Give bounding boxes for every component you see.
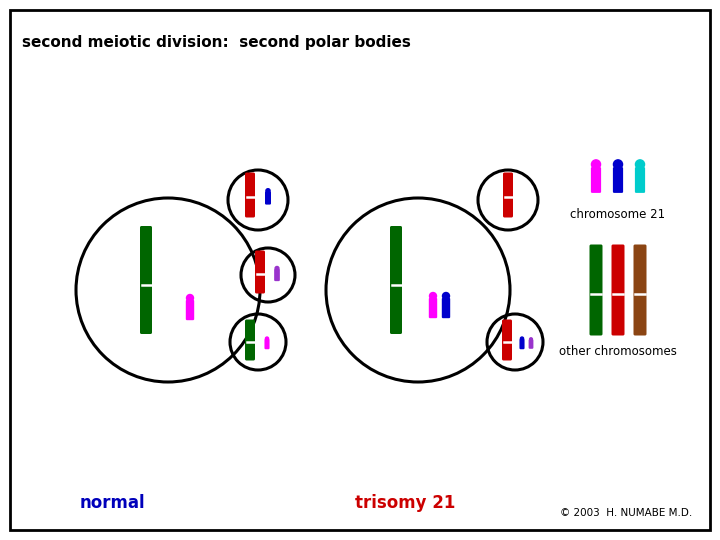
FancyBboxPatch shape bbox=[590, 245, 603, 335]
Circle shape bbox=[186, 294, 194, 301]
FancyBboxPatch shape bbox=[245, 172, 255, 218]
FancyBboxPatch shape bbox=[255, 251, 265, 294]
FancyBboxPatch shape bbox=[591, 167, 601, 193]
FancyBboxPatch shape bbox=[245, 320, 255, 361]
Text: chromosome 21: chromosome 21 bbox=[570, 208, 665, 221]
FancyBboxPatch shape bbox=[390, 226, 402, 334]
FancyBboxPatch shape bbox=[442, 298, 450, 318]
Circle shape bbox=[266, 337, 269, 340]
Text: trisomy 21: trisomy 21 bbox=[355, 494, 455, 512]
Circle shape bbox=[613, 160, 623, 169]
Text: other chromosomes: other chromosomes bbox=[559, 345, 677, 358]
Circle shape bbox=[591, 160, 600, 169]
FancyBboxPatch shape bbox=[634, 245, 647, 335]
Text: © 2003  H. NUMABE M.D.: © 2003 H. NUMABE M.D. bbox=[560, 508, 692, 518]
FancyBboxPatch shape bbox=[186, 300, 194, 320]
FancyBboxPatch shape bbox=[429, 298, 437, 318]
FancyBboxPatch shape bbox=[519, 339, 525, 349]
FancyBboxPatch shape bbox=[264, 339, 269, 349]
FancyBboxPatch shape bbox=[274, 269, 280, 281]
Circle shape bbox=[636, 160, 644, 169]
Circle shape bbox=[430, 293, 436, 300]
Circle shape bbox=[521, 337, 523, 340]
Circle shape bbox=[443, 293, 449, 300]
FancyBboxPatch shape bbox=[265, 191, 271, 205]
Text: normal: normal bbox=[80, 494, 145, 512]
FancyBboxPatch shape bbox=[611, 245, 624, 335]
FancyBboxPatch shape bbox=[528, 339, 534, 349]
FancyBboxPatch shape bbox=[613, 167, 623, 193]
FancyBboxPatch shape bbox=[140, 226, 152, 334]
Circle shape bbox=[266, 188, 270, 193]
Circle shape bbox=[275, 266, 279, 271]
FancyBboxPatch shape bbox=[503, 172, 513, 218]
Text: second meiotic division:  second polar bodies: second meiotic division: second polar bo… bbox=[22, 35, 411, 50]
Circle shape bbox=[530, 338, 532, 341]
FancyBboxPatch shape bbox=[635, 167, 645, 193]
FancyBboxPatch shape bbox=[502, 320, 512, 361]
